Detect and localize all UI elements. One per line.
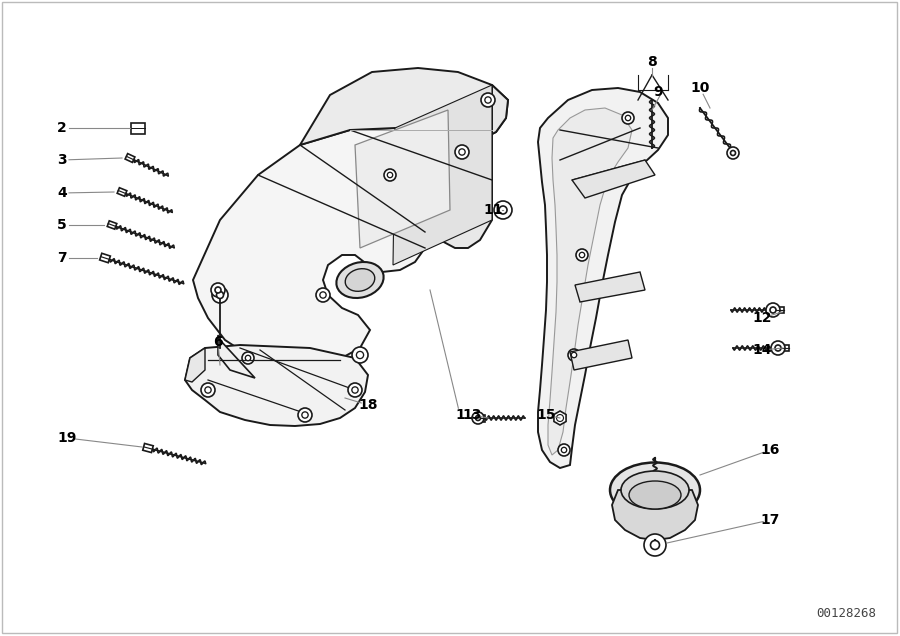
Polygon shape <box>218 335 255 378</box>
Text: 16: 16 <box>760 443 779 457</box>
Text: 2: 2 <box>57 121 67 135</box>
Polygon shape <box>776 307 784 313</box>
Ellipse shape <box>346 268 374 291</box>
Circle shape <box>320 292 326 298</box>
Polygon shape <box>572 160 655 198</box>
Polygon shape <box>475 415 484 422</box>
Ellipse shape <box>629 481 681 509</box>
Polygon shape <box>570 340 632 370</box>
Circle shape <box>568 349 580 361</box>
Circle shape <box>472 412 484 424</box>
Circle shape <box>217 291 223 298</box>
Text: 4: 4 <box>57 186 67 200</box>
Circle shape <box>356 352 364 359</box>
Text: 8: 8 <box>647 55 657 69</box>
Text: 17: 17 <box>760 513 779 527</box>
Circle shape <box>455 145 469 159</box>
Polygon shape <box>300 68 508 145</box>
Circle shape <box>212 287 228 303</box>
Text: 9: 9 <box>653 85 662 99</box>
Circle shape <box>771 341 785 355</box>
Circle shape <box>766 303 780 317</box>
Circle shape <box>572 352 577 357</box>
Polygon shape <box>393 85 492 265</box>
Text: 12: 12 <box>752 311 772 325</box>
Text: 00128268: 00128268 <box>816 607 876 620</box>
Text: 19: 19 <box>58 431 76 445</box>
Circle shape <box>481 93 495 107</box>
Polygon shape <box>185 348 205 382</box>
Circle shape <box>562 447 567 453</box>
Polygon shape <box>538 88 668 468</box>
Ellipse shape <box>621 471 689 509</box>
Circle shape <box>770 307 776 313</box>
Polygon shape <box>781 345 789 351</box>
Polygon shape <box>548 108 632 455</box>
Circle shape <box>775 345 781 351</box>
Circle shape <box>494 201 512 219</box>
Text: 13: 13 <box>463 408 482 422</box>
Circle shape <box>576 249 588 261</box>
Polygon shape <box>612 490 698 540</box>
Text: 11: 11 <box>483 203 503 217</box>
Polygon shape <box>107 221 117 229</box>
Circle shape <box>348 383 362 397</box>
Circle shape <box>651 541 660 550</box>
Polygon shape <box>125 153 135 162</box>
Text: 15: 15 <box>536 408 556 422</box>
Circle shape <box>731 151 735 155</box>
Polygon shape <box>575 272 645 302</box>
Circle shape <box>316 288 330 302</box>
Circle shape <box>459 149 465 155</box>
Circle shape <box>201 383 215 397</box>
Polygon shape <box>193 128 470 365</box>
Circle shape <box>727 147 739 159</box>
Circle shape <box>485 97 491 103</box>
Text: 7: 7 <box>58 251 67 265</box>
Text: 14: 14 <box>752 343 772 357</box>
Ellipse shape <box>610 462 700 518</box>
Circle shape <box>626 115 631 121</box>
Circle shape <box>556 415 563 422</box>
Polygon shape <box>554 411 566 425</box>
Polygon shape <box>117 188 127 197</box>
Circle shape <box>644 534 666 556</box>
Circle shape <box>242 352 254 364</box>
Text: 10: 10 <box>690 81 710 95</box>
Circle shape <box>246 356 251 361</box>
Circle shape <box>352 387 358 393</box>
Text: 3: 3 <box>58 153 67 167</box>
Ellipse shape <box>337 262 383 298</box>
Circle shape <box>558 444 570 456</box>
Circle shape <box>211 283 225 297</box>
Bar <box>131 123 145 134</box>
Text: 1: 1 <box>455 408 465 422</box>
Circle shape <box>580 252 585 258</box>
Circle shape <box>205 387 212 393</box>
Circle shape <box>215 287 221 293</box>
Circle shape <box>384 169 396 181</box>
Text: 6: 6 <box>213 335 223 349</box>
Polygon shape <box>375 85 508 248</box>
Text: 5: 5 <box>57 218 67 232</box>
Text: 18: 18 <box>358 398 378 412</box>
Circle shape <box>622 112 634 124</box>
Circle shape <box>475 415 481 420</box>
Circle shape <box>302 412 308 418</box>
Polygon shape <box>100 253 111 263</box>
Circle shape <box>387 172 392 177</box>
Circle shape <box>298 408 312 422</box>
Circle shape <box>352 347 368 363</box>
Polygon shape <box>185 345 368 426</box>
Polygon shape <box>355 110 450 248</box>
Circle shape <box>499 206 507 214</box>
Polygon shape <box>143 443 153 453</box>
